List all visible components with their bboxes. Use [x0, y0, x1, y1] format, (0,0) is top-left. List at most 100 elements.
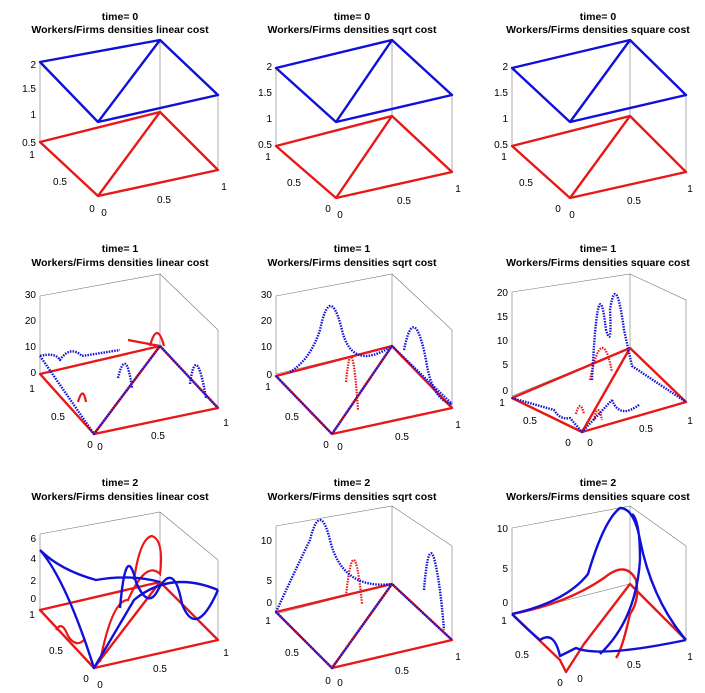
axis-box-floor — [511, 583, 687, 641]
z-tick-label: 1.5 — [22, 84, 36, 95]
firms-density-peak — [344, 558, 364, 605]
panel-title-desc: Workers/Firms densities sqrt cost — [267, 257, 437, 269]
x-tick-label: 0 — [97, 680, 103, 691]
x-tick-label: 1 — [687, 416, 693, 427]
x-tick-label: 0.5 — [627, 196, 641, 207]
workers-density-curve — [274, 38, 454, 124]
panel-0: time= 0 Workers/Firms densities linear c… — [22, 11, 227, 219]
workers-density-curve — [275, 305, 453, 436]
z-tick-label: 15 — [497, 312, 509, 323]
z-tick-label: 10 — [261, 536, 273, 547]
y-axis-ticks: 0 0.5 1 — [501, 152, 561, 215]
firms-density-bumps — [55, 534, 163, 663]
y-tick-label: 0.5 — [523, 416, 537, 427]
panel-5: time= 1 Workers/Firms densities square c… — [497, 243, 693, 449]
workers-density-curve — [39, 344, 219, 436]
x-tick-label: 0.5 — [397, 196, 411, 207]
panel-title-desc: Workers/Firms densities linear cost — [31, 491, 209, 503]
z-tick-label: 2 — [502, 62, 508, 73]
y-tick-label: 0.5 — [515, 650, 529, 661]
z-tick-label: 10 — [261, 342, 273, 353]
panel-title-time: time= 2 — [334, 477, 371, 489]
z-tick-label: 0.5 — [258, 140, 272, 151]
panel-title-desc: Workers/Firms densities square cost — [506, 24, 690, 36]
axis-box — [511, 39, 687, 172]
x-tick-label: 1 — [455, 652, 461, 663]
y-tick-label: 0.5 — [49, 646, 63, 657]
x-tick-label: 0.5 — [157, 195, 171, 206]
x-axis-ticks: 0 0.5 1 — [337, 652, 461, 689]
z-tick-label: 5 — [502, 564, 508, 575]
y-tick-label: 1 — [29, 384, 35, 395]
y-tick-label: 0.5 — [51, 412, 65, 423]
axis-box — [275, 39, 453, 172]
z-tick-label: 20 — [261, 316, 273, 327]
firms-density-curve — [511, 568, 687, 674]
firms-density-peak — [344, 355, 360, 411]
x-tick-label: 0 — [101, 208, 107, 219]
z-tick-label: 1.5 — [258, 88, 272, 99]
panel-title-time: time= 1 — [334, 243, 371, 255]
z-tick-label: 0 — [30, 594, 36, 605]
y-tick-label: 0 — [89, 204, 95, 215]
panel-title-time: time= 2 — [102, 477, 139, 489]
z-axis-ticks: 6 4 2 0 — [30, 534, 36, 605]
z-axis-ticks: 10 5 0 — [261, 536, 273, 609]
y-tick-label: 1 — [501, 616, 507, 627]
workers-density-curve — [510, 38, 688, 124]
firms-density-curve — [38, 344, 220, 436]
z-tick-label: 0 — [502, 598, 508, 609]
x-tick-label: 1 — [687, 652, 693, 663]
y-axis-ticks: 0 0.5 1 — [265, 382, 329, 451]
workers-density-curve — [511, 292, 687, 434]
firms-density-curve — [38, 110, 220, 198]
axis-box — [275, 273, 453, 408]
x-tick-label: 0.5 — [395, 432, 409, 443]
y-tick-label: 0 — [325, 676, 331, 687]
z-axis-ticks: 2 1.5 1 0.5 — [258, 62, 272, 151]
axis-box-floor — [275, 583, 453, 641]
x-tick-label: 0 — [337, 210, 343, 221]
y-tick-label: 0.5 — [519, 178, 533, 189]
x-tick-label: 1 — [223, 418, 229, 429]
firms-density-curve — [274, 114, 454, 200]
y-tick-label: 0 — [323, 440, 329, 451]
x-tick-label: 0.5 — [395, 666, 409, 677]
y-tick-label: 1 — [499, 398, 505, 409]
z-tick-label: 20 — [25, 316, 37, 327]
panel-title-time: time= 0 — [102, 11, 139, 23]
z-axis-ticks: 2 1.5 1 0.5 — [22, 60, 36, 149]
x-tick-label: 1 — [455, 184, 461, 195]
firms-density-curve — [510, 114, 688, 200]
z-tick-label: 10 — [25, 342, 37, 353]
x-axis-ticks: 0 0.5 1 — [337, 184, 461, 221]
panel-title-desc: Workers/Firms densities linear cost — [31, 257, 209, 269]
y-tick-label: 0 — [325, 204, 331, 215]
z-tick-label: 0 — [502, 386, 508, 397]
panel-6: time= 2 Workers/Firms densities linear c… — [29, 477, 229, 691]
z-tick-label: 1.5 — [494, 88, 508, 99]
workers-density-curve — [274, 518, 453, 670]
x-tick-label: 1 — [687, 184, 693, 195]
panel-4: time= 1 Workers/Firms densities sqrt cos… — [261, 243, 461, 453]
panel-8: time= 2 Workers/Firms densities square c… — [497, 477, 693, 689]
z-tick-label: 4 — [30, 554, 36, 565]
y-axis-ticks: 0 0.5 1 — [499, 398, 571, 449]
z-axis-ticks: 30 20 10 0 — [25, 290, 37, 379]
z-tick-label: 1 — [266, 114, 272, 125]
panel-3: time= 1 Workers/Firms densities linear c… — [25, 243, 229, 453]
panel-title-time: time= 0 — [334, 11, 371, 23]
y-axis-ticks: 0 0.5 1 — [29, 610, 89, 685]
axis-box — [39, 39, 219, 170]
z-tick-label: 6 — [30, 534, 36, 545]
z-axis-ticks: 20 15 10 5 0 — [497, 288, 509, 397]
firms-density-peaks — [76, 331, 166, 403]
panel-title-time: time= 1 — [580, 243, 617, 255]
y-tick-label: 1 — [265, 616, 271, 627]
panel-1: time= 0 Workers/Firms densities sqrt cos… — [258, 11, 461, 221]
z-tick-label: 10 — [497, 336, 509, 347]
x-tick-label: 0.5 — [627, 660, 641, 671]
panel-title-desc: Workers/Firms densities square cost — [506, 257, 690, 269]
y-axis-ticks: 0 0.5 1 — [29, 384, 93, 451]
x-tick-label: 1 — [455, 420, 461, 431]
